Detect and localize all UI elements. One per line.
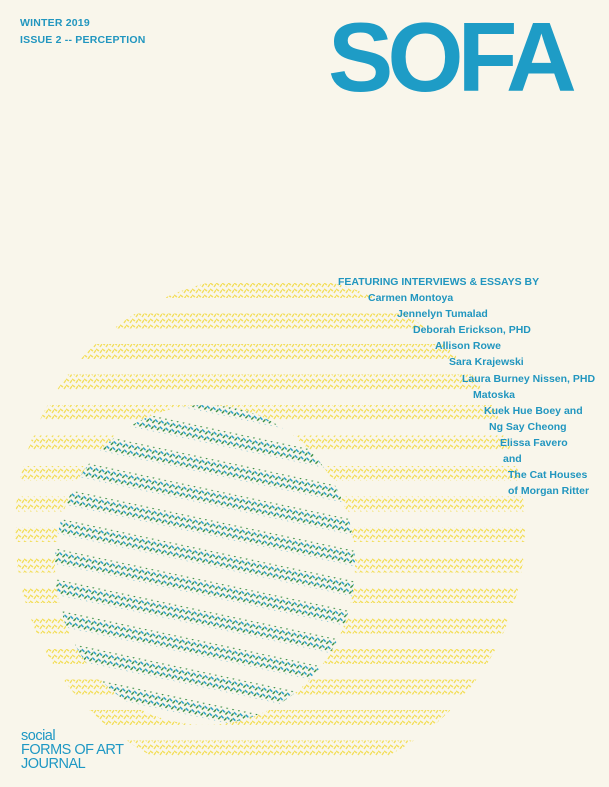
journal-name-line2: FORMS OF ART <box>21 742 124 758</box>
contributor-name: Elissa Favero <box>500 436 568 449</box>
blue-green-stripe <box>55 518 355 598</box>
contributor-name: Matoska <box>473 388 516 401</box>
contributor-name: Jennelyn Tumalad <box>397 308 488 321</box>
issue-title: ISSUE 2 -- PERCEPTION <box>20 34 146 46</box>
contributor-name: and <box>503 453 522 465</box>
contributor-name: Sara Krajewski <box>449 356 524 369</box>
yellow-stripe <box>15 344 525 359</box>
contributor-name: of Morgan Ritter <box>508 485 590 498</box>
blue-green-stripe <box>55 547 354 627</box>
sofa-logo: SOFA <box>328 2 577 112</box>
contributor-name: The Cat Houses <box>508 469 588 482</box>
blue-green-stripe <box>55 576 348 656</box>
blue-green-stripe <box>72 430 355 510</box>
blue-green-stripe <box>59 488 355 568</box>
blue-green-stripe <box>55 606 342 686</box>
blue-green-stripe <box>78 405 355 480</box>
issue-season: WINTER 2019 <box>20 17 90 29</box>
contributor-name: Laura Burney Nissen, PHD <box>462 372 596 385</box>
yellow-stripe <box>15 405 525 420</box>
contributor-name: Allison Rowe <box>435 340 501 353</box>
yellow-stripe <box>15 710 525 725</box>
contributor-name: Carmen Montoya <box>368 292 454 304</box>
contributor-name: Deborah Erickson, PHD <box>413 324 531 337</box>
blue-green-stripe <box>65 459 355 539</box>
contributors-heading: FEATURING INTERVIEWS & ESSAYS BY <box>338 276 540 288</box>
yellow-stripe <box>15 313 525 329</box>
yellow-stripe <box>15 374 525 390</box>
journal-name-line1: social <box>21 728 56 744</box>
contributor-name: Kuek Hue Boey and <box>484 404 583 417</box>
contributor-name: Ng Say Cheong <box>489 420 567 433</box>
journal-name-line3: JOURNAL <box>21 756 86 772</box>
blue-green-stripe <box>55 635 335 715</box>
